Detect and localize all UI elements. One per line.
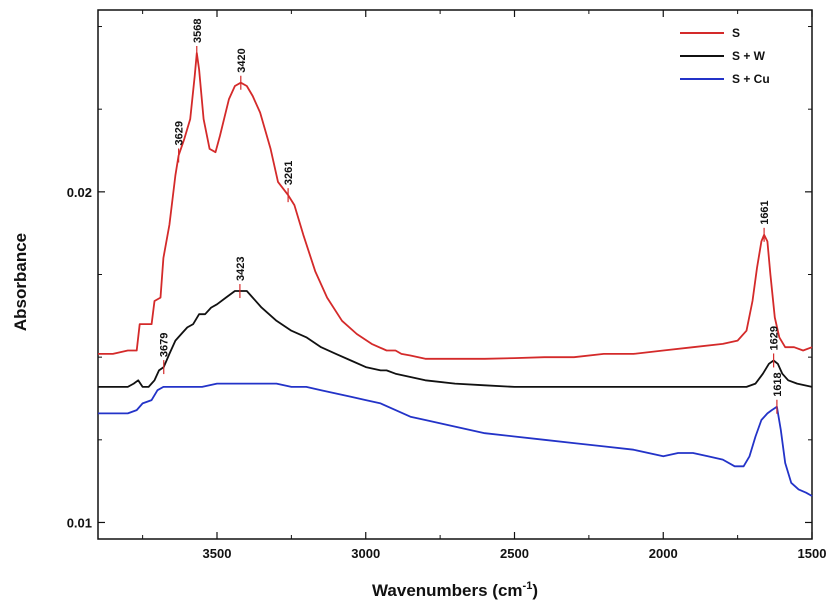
peak-label-1629: 1629 xyxy=(769,326,781,350)
x-axis-title: Wavenumbers (cm-1) xyxy=(372,580,538,600)
y-tick-label: 0.02 xyxy=(67,185,92,200)
peak-label-3568: 3568 xyxy=(192,19,204,43)
series-layer xyxy=(98,52,813,497)
series-line-2 xyxy=(98,382,813,497)
peak-label-1661: 1661 xyxy=(759,200,771,224)
legend: S S + W S + Cu xyxy=(680,26,770,86)
peak-label-3679: 3679 xyxy=(159,333,171,357)
x-tick-label: 2000 xyxy=(649,546,678,561)
peak-label-3261: 3261 xyxy=(283,161,295,185)
peak-label-3420: 3420 xyxy=(236,48,248,72)
peak-label-1618: 1618 xyxy=(772,372,784,396)
x-tick-label: 3500 xyxy=(203,546,232,561)
legend-label-s-cu: S + Cu xyxy=(732,72,770,86)
axis-ticks: 3500 3000 2500 2000 1500 0.01 0.02 xyxy=(67,10,827,561)
legend-label-s-w: S + W xyxy=(732,49,766,63)
series-line-1 xyxy=(98,290,813,388)
x-tick-label: 3000 xyxy=(351,546,380,561)
x-tick-label: 1500 xyxy=(798,546,827,561)
x-tick-label: 2500 xyxy=(500,546,529,561)
plot-frame xyxy=(97,9,813,540)
peak-annotations: 3568 3629 3420 3261 1661 3423 3679 1629 1618 xyxy=(159,19,784,414)
peak-label-3423: 3423 xyxy=(235,257,247,281)
y-axis-title: Absorbance xyxy=(11,233,30,331)
peak-label-3629: 3629 xyxy=(174,121,186,145)
y-tick-label: 0.01 xyxy=(67,515,92,530)
legend-label-s: S xyxy=(732,26,740,40)
